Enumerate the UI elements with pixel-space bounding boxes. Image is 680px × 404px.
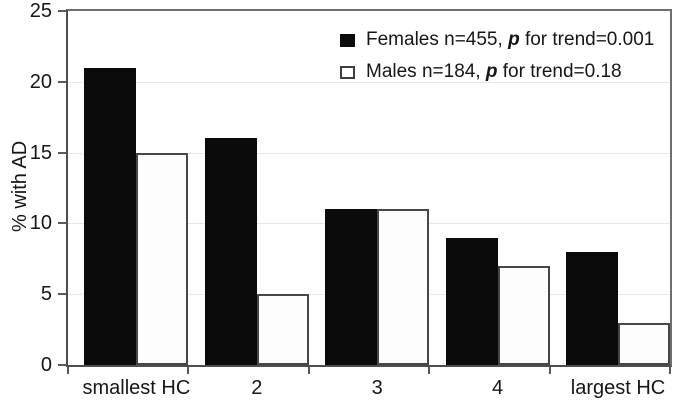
x-tick-label-4: 4 bbox=[492, 377, 504, 399]
legend-females-prefix: Females n=455, bbox=[366, 29, 509, 50]
x-tick-label-3: 3 bbox=[371, 377, 383, 399]
bar-males-3 bbox=[377, 209, 430, 365]
bar-females-4 bbox=[445, 237, 498, 365]
bar-females-3 bbox=[325, 209, 378, 365]
x-tick-label-1: smallest HC bbox=[82, 377, 191, 399]
y-tick-mark-15 bbox=[58, 151, 66, 154]
bar-males-2 bbox=[256, 294, 309, 365]
bar-males-1 bbox=[136, 152, 189, 365]
y-tick-label-20: 20 bbox=[29, 70, 52, 93]
legend-label-males: Males n=184, p for trend=0.18 bbox=[366, 61, 622, 83]
legend-label-females: Females n=455, p for trend=0.001 bbox=[366, 29, 654, 51]
y-tick-mark-25 bbox=[58, 10, 66, 12]
y-tick-label-5: 5 bbox=[40, 283, 52, 306]
x-tick-mark-3 bbox=[428, 367, 431, 374]
legend-item-females: Females n=455, p for trend=0.001 bbox=[340, 24, 654, 56]
legend-males-suffix: for trend=0.18 bbox=[497, 61, 622, 82]
legend-males-prefix: Males n=184, bbox=[366, 61, 486, 82]
legend-females-suffix: for trend=0.001 bbox=[519, 29, 655, 50]
bar-males-4 bbox=[497, 265, 550, 365]
y-tick-label-15: 15 bbox=[29, 141, 52, 164]
y-tick-mark-20 bbox=[58, 80, 66, 83]
gridline-15 bbox=[68, 152, 670, 154]
plot-area: Females n=455, p for trend=0.001 Males n… bbox=[66, 9, 672, 367]
y-tick-mark-0 bbox=[58, 364, 66, 366]
x-tick-label-5: largest HC bbox=[570, 377, 666, 399]
y-tick-mark-10 bbox=[58, 222, 66, 225]
y-tick-label-10: 10 bbox=[29, 212, 52, 235]
bar-females-1 bbox=[84, 67, 137, 365]
legend: Females n=455, p for trend=0.001 Males n… bbox=[340, 24, 654, 88]
x-tick-label-2: 2 bbox=[251, 377, 263, 399]
gridline-20 bbox=[68, 81, 670, 83]
females-swatch-icon bbox=[340, 33, 355, 47]
x-tick-mark-0 bbox=[67, 367, 69, 374]
y-tick-mark-5 bbox=[58, 293, 66, 296]
bar-females-5 bbox=[566, 251, 618, 365]
legend-males-p-italic: p bbox=[485, 61, 498, 82]
legend-item-males: Males n=184, p for trend=0.18 bbox=[340, 56, 654, 88]
bar-females-2 bbox=[204, 138, 257, 365]
x-tick-mark-2 bbox=[307, 367, 310, 374]
y-tick-label-25: 25 bbox=[29, 0, 52, 22]
legend-females-p-italic: p bbox=[508, 29, 520, 50]
bar-males-5 bbox=[618, 322, 670, 365]
x-tick-mark-5 bbox=[669, 367, 671, 374]
x-tick-mark-1 bbox=[187, 367, 190, 374]
y-tick-label-0: 0 bbox=[40, 354, 52, 376]
males-swatch-icon bbox=[340, 65, 355, 79]
x-tick-mark-4 bbox=[548, 367, 551, 374]
